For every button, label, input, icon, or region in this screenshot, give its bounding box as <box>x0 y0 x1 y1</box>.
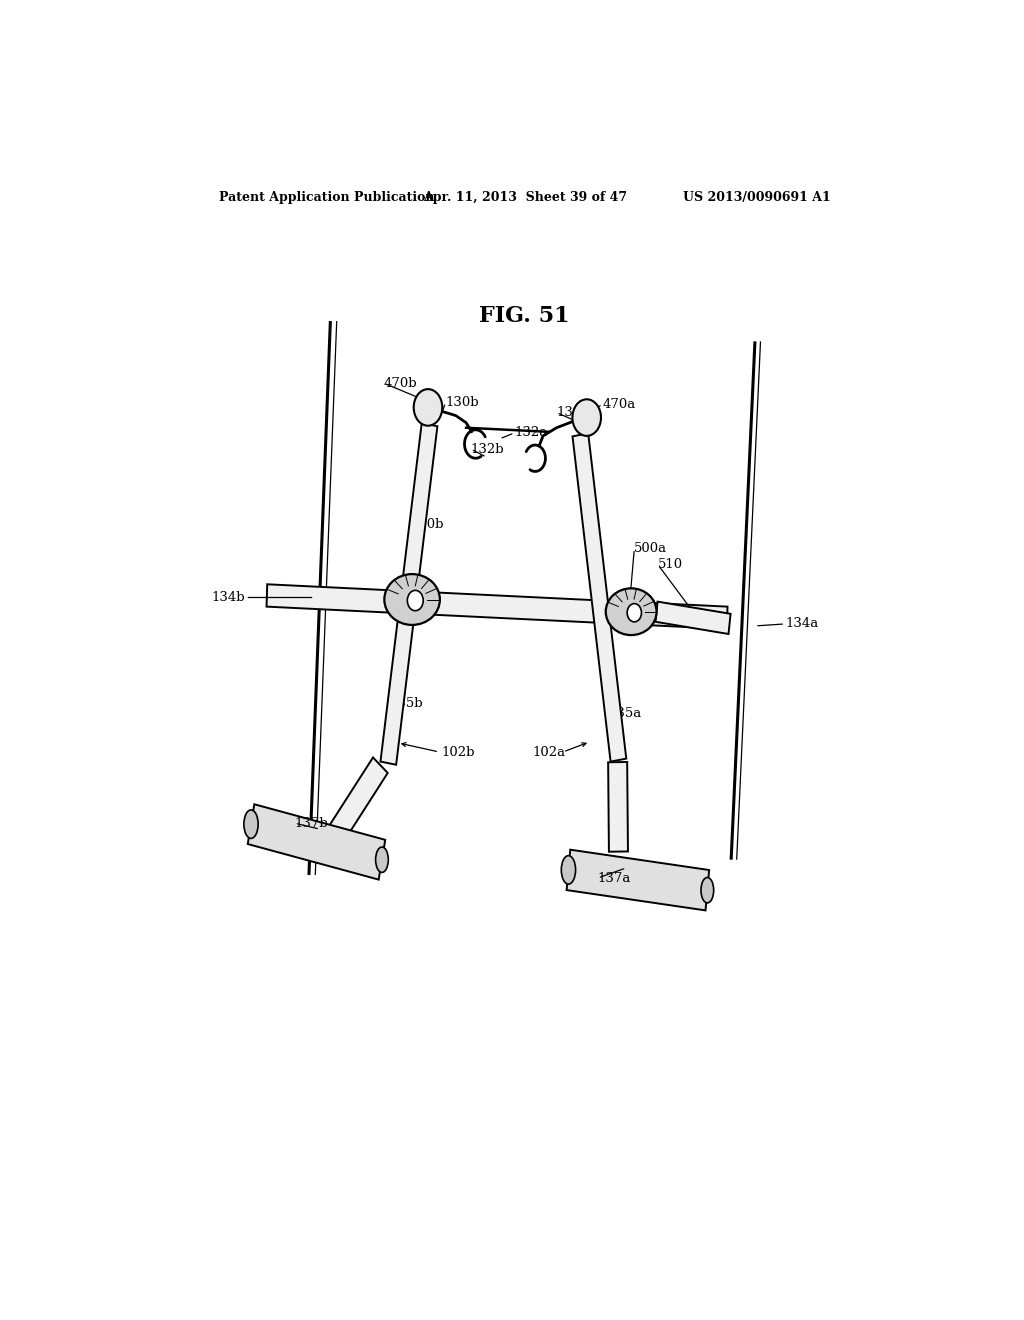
Text: 134a: 134a <box>785 618 818 631</box>
Polygon shape <box>572 433 627 762</box>
Text: 102a: 102a <box>532 747 566 759</box>
Circle shape <box>408 590 423 611</box>
Text: 510: 510 <box>658 558 683 572</box>
Ellipse shape <box>701 878 714 903</box>
Text: 132a: 132a <box>514 426 548 440</box>
Text: 130b: 130b <box>445 396 479 409</box>
Text: 135b: 135b <box>390 697 424 710</box>
Polygon shape <box>566 850 710 911</box>
Text: Patent Application Publication: Patent Application Publication <box>219 190 435 203</box>
Text: 102b: 102b <box>441 747 475 759</box>
Polygon shape <box>330 758 388 841</box>
Text: 500b: 500b <box>411 517 444 531</box>
Text: 134b: 134b <box>212 591 246 605</box>
Ellipse shape <box>376 847 388 873</box>
Ellipse shape <box>384 574 440 624</box>
Text: 132b: 132b <box>471 442 505 455</box>
Text: 137a: 137a <box>598 871 631 884</box>
Text: 470b: 470b <box>384 376 417 389</box>
Ellipse shape <box>244 810 258 838</box>
Text: 135a: 135a <box>608 706 641 719</box>
Text: FIG. 51: FIG. 51 <box>479 305 570 327</box>
Ellipse shape <box>606 589 656 635</box>
Polygon shape <box>248 804 385 879</box>
Text: 137b: 137b <box>295 817 329 830</box>
Text: US 2013/0090691 A1: US 2013/0090691 A1 <box>683 190 830 203</box>
Polygon shape <box>381 424 437 764</box>
Text: 500a: 500a <box>634 543 668 556</box>
Circle shape <box>572 399 601 436</box>
Circle shape <box>627 603 641 622</box>
Circle shape <box>414 389 442 426</box>
Polygon shape <box>266 585 727 630</box>
Polygon shape <box>655 602 730 634</box>
Polygon shape <box>608 762 628 851</box>
Text: 470a: 470a <box>602 397 636 411</box>
Ellipse shape <box>561 855 575 884</box>
Text: 130a: 130a <box>557 407 590 418</box>
Text: Apr. 11, 2013  Sheet 39 of 47: Apr. 11, 2013 Sheet 39 of 47 <box>423 190 627 203</box>
